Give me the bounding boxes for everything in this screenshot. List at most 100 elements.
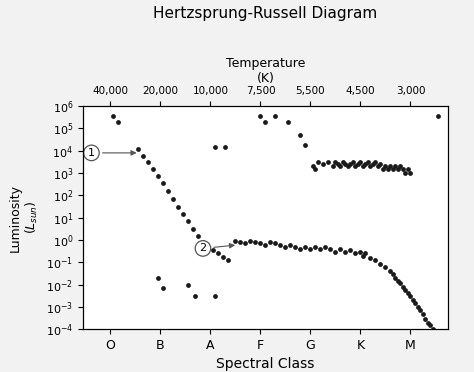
Point: [262, 119, 269, 125]
Point: [404, 166, 412, 172]
Point: [372, 159, 379, 165]
Point: [392, 163, 399, 169]
Point: [417, 307, 424, 313]
Point: [191, 293, 199, 299]
Point: [307, 246, 314, 252]
Point: [277, 242, 284, 248]
Point: [339, 159, 346, 165]
Point: [374, 163, 382, 169]
Point: [399, 284, 407, 290]
Point: [262, 242, 269, 248]
Point: [349, 159, 357, 165]
Point: [174, 204, 182, 210]
Point: [284, 119, 292, 125]
Point: [194, 233, 202, 239]
Point: [407, 293, 414, 299]
Point: [382, 264, 389, 270]
Point: [109, 113, 117, 119]
Point: [154, 173, 162, 179]
Point: [297, 246, 304, 252]
Point: [134, 146, 142, 152]
Point: [287, 242, 294, 248]
Point: [139, 153, 147, 158]
Point: [317, 246, 324, 252]
Point: [359, 163, 367, 169]
Point: [397, 163, 404, 169]
Point: [427, 322, 434, 328]
Point: [356, 248, 364, 254]
Point: [401, 286, 409, 292]
Point: [159, 180, 167, 186]
Point: [419, 311, 427, 317]
Point: [309, 163, 317, 169]
X-axis label: Temperature
(K): Temperature (K): [226, 57, 305, 85]
Point: [379, 166, 387, 172]
Point: [204, 244, 212, 250]
Point: [389, 166, 397, 172]
Point: [342, 161, 349, 167]
Point: [367, 255, 374, 261]
Point: [212, 293, 219, 299]
Point: [214, 250, 222, 256]
Point: [392, 275, 399, 281]
Point: [267, 239, 274, 245]
Point: [114, 119, 122, 125]
Point: [337, 246, 344, 252]
Point: [311, 244, 319, 250]
Point: [322, 244, 329, 250]
Point: [184, 282, 192, 288]
Point: [301, 244, 309, 250]
Point: [246, 238, 254, 244]
Point: [311, 166, 319, 172]
Point: [369, 161, 377, 167]
Point: [399, 166, 407, 172]
Point: [389, 271, 397, 277]
Point: [256, 113, 264, 119]
Point: [387, 268, 394, 274]
Point: [224, 257, 232, 263]
Point: [411, 300, 419, 306]
Point: [159, 285, 167, 291]
Point: [272, 240, 279, 246]
Point: [394, 278, 402, 283]
Point: [346, 161, 354, 167]
Point: [332, 248, 339, 254]
Point: [354, 161, 362, 167]
Point: [382, 163, 389, 169]
Point: [252, 239, 259, 245]
Point: [422, 315, 429, 321]
Text: 2: 2: [200, 243, 234, 253]
Point: [394, 166, 402, 172]
Point: [346, 247, 354, 253]
Title: Hertzsprung-Russell Diagram: Hertzsprung-Russell Diagram: [153, 6, 378, 21]
Point: [387, 163, 394, 169]
Point: [184, 218, 192, 224]
Point: [434, 113, 442, 119]
Point: [272, 113, 279, 119]
Point: [327, 246, 334, 252]
Point: [232, 238, 239, 244]
Point: [256, 240, 264, 246]
Point: [342, 248, 349, 254]
Point: [164, 188, 172, 194]
Point: [429, 326, 437, 332]
Point: [297, 132, 304, 138]
Point: [377, 161, 384, 167]
Point: [404, 291, 412, 296]
Point: [367, 163, 374, 169]
Point: [332, 159, 339, 165]
Point: [377, 262, 384, 267]
Point: [414, 304, 422, 310]
Point: [397, 280, 404, 286]
Point: [212, 144, 219, 150]
Point: [362, 161, 369, 167]
Point: [282, 244, 289, 250]
Point: [401, 170, 409, 176]
Point: [301, 142, 309, 148]
Point: [199, 239, 207, 245]
X-axis label: Spectral Class: Spectral Class: [216, 357, 315, 372]
Point: [352, 163, 359, 169]
Point: [144, 159, 152, 165]
Point: [319, 161, 327, 167]
Point: [344, 163, 352, 169]
